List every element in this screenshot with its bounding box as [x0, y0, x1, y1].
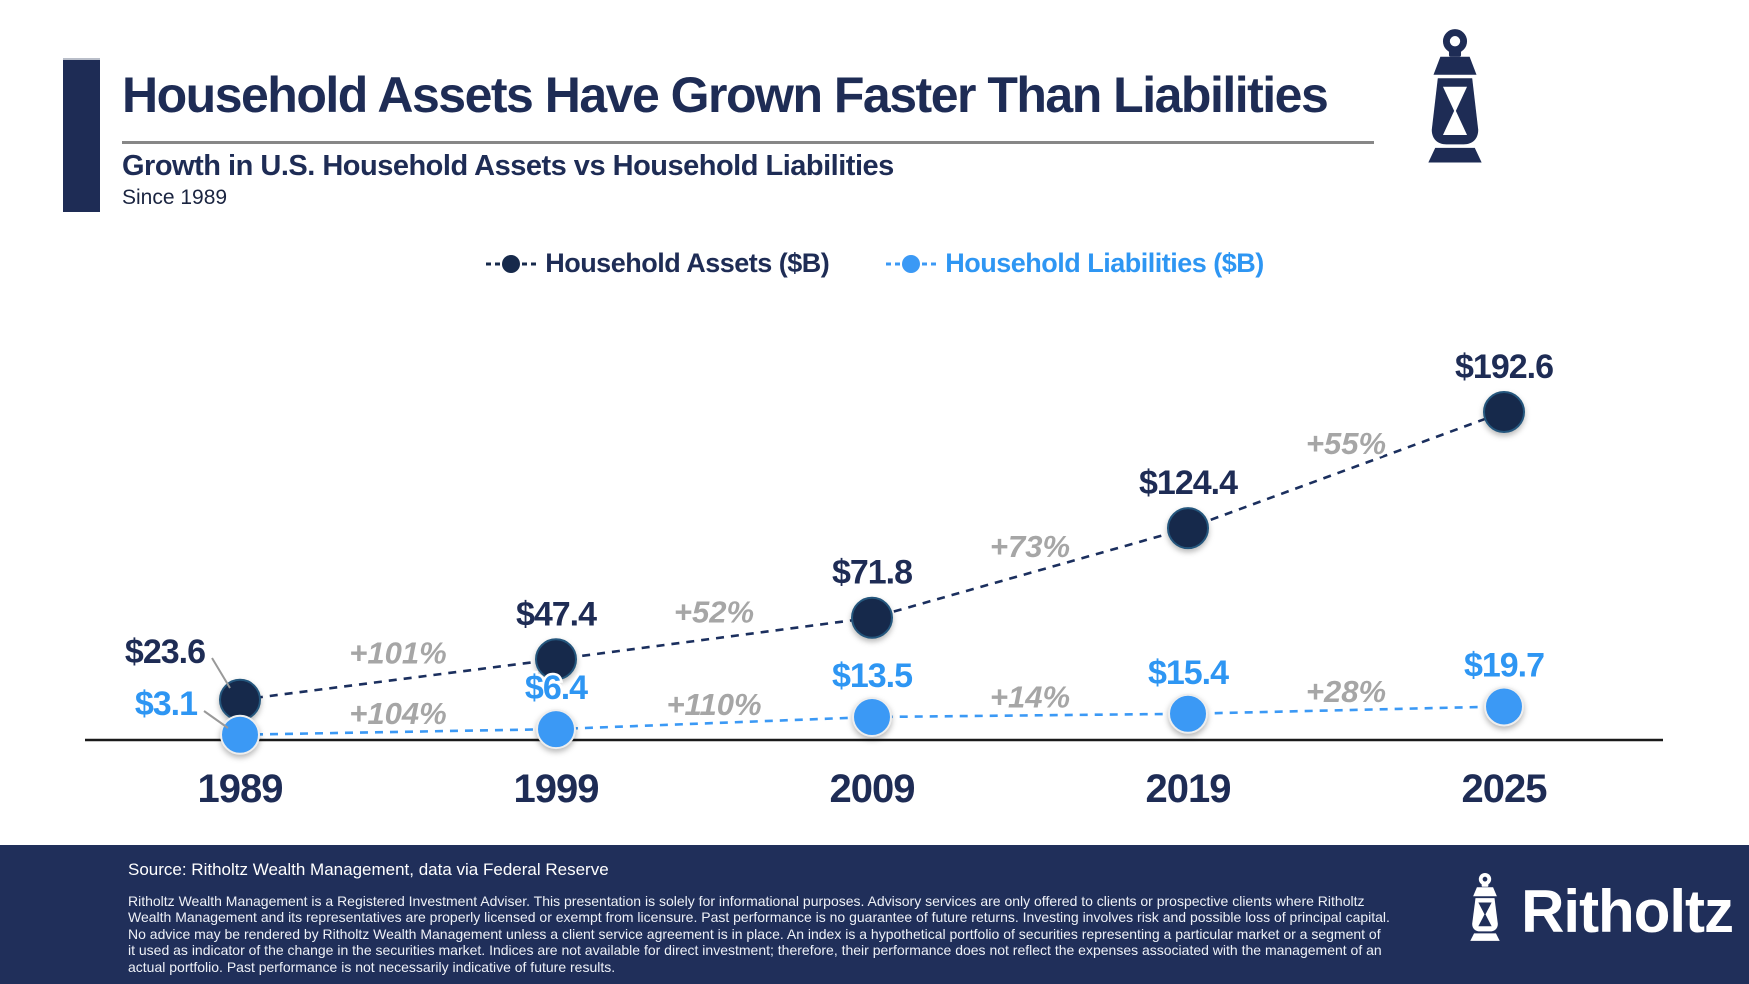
chart-legend: Household Assets ($B) Household Liabilit…	[0, 248, 1749, 279]
title-underline	[122, 141, 1374, 144]
title-accent-bar	[63, 58, 100, 212]
legend-item-assets: Household Assets ($B)	[485, 248, 830, 279]
label-leader-line	[203, 710, 229, 729]
legend-label-liabilities: Household Liabilities ($B)	[945, 248, 1264, 278]
footer: Source: Ritholtz Wealth Management, data…	[0, 845, 1749, 984]
ritholtz-wordmark: Ritholtz	[1521, 877, 1734, 945]
x-tick-label: 1989	[198, 767, 283, 811]
data-point	[536, 709, 576, 750]
chart-area: 1989 1999 2009 2019 2025 +101% +52% +73% +55% $23…	[0, 300, 1749, 820]
growth-label: +52%	[674, 595, 754, 630]
growth-label: +55%	[1306, 426, 1386, 461]
value-label: $47.4	[516, 595, 597, 633]
footer-brand: Ritholtz	[1461, 873, 1734, 949]
data-point	[1484, 686, 1524, 727]
ritholtz-lantern-icon	[1470, 873, 1500, 941]
assets-line-marker-icon	[486, 254, 537, 273]
data-point	[535, 638, 577, 681]
growth-label: +110%	[666, 687, 761, 722]
data-point	[851, 596, 893, 639]
value-label: $23.6	[125, 633, 205, 671]
page-title: Household Assets Have Grown Faster Than …	[122, 67, 1329, 123]
data-point	[1168, 693, 1208, 734]
value-label: $19.7	[1464, 646, 1544, 684]
x-tick-label: 2009	[830, 767, 915, 811]
growth-label: +28%	[1306, 674, 1386, 709]
lantern-logo-icon	[1412, 28, 1498, 185]
growth-label: +104%	[349, 696, 446, 731]
value-label: $71.8	[832, 554, 912, 592]
x-tick-label: 2025	[1462, 767, 1548, 811]
growth-label: +101%	[349, 636, 446, 671]
value-label: $13.5	[832, 657, 912, 695]
legend-label-assets: Household Assets ($B)	[545, 248, 830, 278]
disclaimer-text: Ritholtz Wealth Management is a Register…	[128, 893, 1390, 975]
data-point	[852, 697, 892, 738]
legend-item-liabilities: Household Liabilities ($B)	[885, 248, 1264, 279]
growth-label: +14%	[990, 679, 1070, 714]
value-label: $15.4	[1148, 654, 1229, 692]
label-leader-line	[211, 657, 231, 689]
chart-tagline: Since 1989	[122, 186, 228, 209]
line-chart: 1989 1999 2009 2019 2025 +101% +52% +73% +55% $23…	[85, 346, 1663, 811]
value-label: $192.6	[1455, 348, 1553, 386]
x-tick-label: 2019	[1146, 767, 1231, 811]
value-label: $124.4	[1139, 464, 1238, 502]
data-point	[220, 714, 260, 755]
data-point	[1167, 507, 1209, 550]
value-label: $3.1	[135, 685, 197, 723]
chart-subtitle: Growth in U.S. Household Assets vs House…	[122, 150, 894, 182]
x-tick-label: 1999	[514, 767, 599, 811]
data-point	[219, 678, 261, 721]
growth-label: +73%	[990, 529, 1070, 564]
data-point	[1483, 391, 1525, 434]
value-label: $6.4	[525, 669, 588, 707]
liabilities-line-marker-icon	[886, 254, 937, 273]
source-note: Source: Ritholtz Wealth Management, data…	[128, 860, 609, 879]
